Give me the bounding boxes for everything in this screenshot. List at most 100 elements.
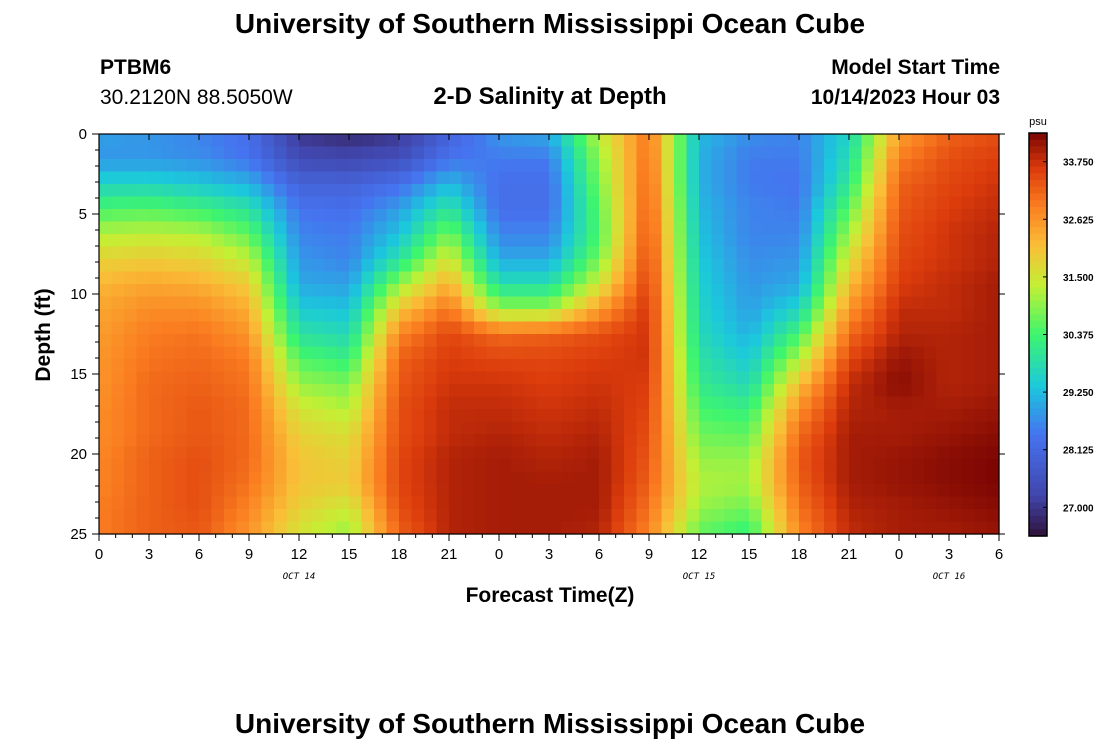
- heatmap-cell: [936, 371, 950, 385]
- heatmap-cell: [174, 509, 188, 523]
- heatmap-cell: [974, 271, 988, 285]
- heatmap-cell: [486, 134, 500, 148]
- colorbar-segment: [1029, 341, 1047, 349]
- colorbar-label: 28.125: [1063, 446, 1094, 457]
- heatmap-cell: [586, 421, 600, 435]
- heatmap-cell: [861, 209, 875, 223]
- heatmap-cell: [361, 271, 375, 285]
- model-start-label: Model Start Time: [831, 56, 1000, 79]
- heatmap-cell: [586, 334, 600, 348]
- heatmap-cell: [724, 484, 738, 498]
- heatmap-cell: [911, 221, 925, 235]
- heatmap-cell: [749, 471, 763, 485]
- heatmap-cell: [586, 146, 600, 160]
- heatmap-cell: [674, 496, 688, 510]
- heatmap-cell: [974, 346, 988, 360]
- heatmap-cell: [474, 409, 488, 423]
- heatmap-cell: [961, 134, 975, 148]
- heatmap-cell: [761, 346, 775, 360]
- heatmap-cell: [99, 346, 113, 360]
- heatmap-cell: [861, 459, 875, 473]
- heatmap-cell: [236, 309, 250, 323]
- heatmap-cell: [986, 271, 1000, 285]
- heatmap-cell: [811, 271, 825, 285]
- heatmap-cell: [861, 396, 875, 410]
- heatmap-cell: [749, 421, 763, 435]
- heatmap-cell: [511, 471, 525, 485]
- heatmap-cell: [799, 209, 813, 223]
- heatmap-cell: [736, 471, 750, 485]
- heatmap-cell: [924, 371, 938, 385]
- heatmap-cell: [486, 521, 500, 535]
- heatmap-cell: [986, 259, 1000, 273]
- heatmap-cell: [711, 346, 725, 360]
- heatmap-cell: [136, 384, 150, 398]
- heatmap-cell: [799, 446, 813, 460]
- heatmap-cell: [211, 196, 225, 210]
- heatmap-cell: [536, 146, 550, 160]
- heatmap-cell: [299, 359, 313, 373]
- heatmap-cell: [511, 421, 525, 435]
- heatmap-cell: [711, 271, 725, 285]
- heatmap-cell: [736, 371, 750, 385]
- heatmap-cell: [636, 459, 650, 473]
- heatmap-cell: [324, 284, 338, 298]
- heatmap-cell: [786, 296, 800, 310]
- heatmap-cell: [724, 446, 738, 460]
- heatmap-cell: [236, 446, 250, 460]
- heatmap-cell: [149, 171, 163, 185]
- heatmap-cell: [99, 334, 113, 348]
- heatmap-cell: [174, 134, 188, 148]
- heatmap-cell: [536, 459, 550, 473]
- heatmap-cell: [686, 234, 700, 248]
- heatmap-cell: [449, 321, 463, 335]
- heatmap-cell: [286, 371, 300, 385]
- heatmap-cell: [824, 184, 838, 198]
- heatmap-cell: [899, 221, 913, 235]
- heatmap-cell: [761, 134, 775, 148]
- heatmap-cell: [749, 246, 763, 260]
- heatmap-cell: [574, 296, 588, 310]
- heatmap-cell: [136, 459, 150, 473]
- heatmap-cell: [611, 146, 625, 160]
- colorbar-segment: [1029, 334, 1047, 342]
- heatmap-cell: [461, 496, 475, 510]
- y-tick-label: 0: [79, 126, 87, 143]
- heatmap-cell: [924, 346, 938, 360]
- heatmap-cell: [961, 396, 975, 410]
- heatmap-cell: [936, 209, 950, 223]
- heatmap-cell: [561, 321, 575, 335]
- heatmap-cell: [749, 321, 763, 335]
- heatmap-cell: [849, 259, 863, 273]
- colorbar-segment: [1029, 502, 1047, 510]
- colorbar-label: 31.500: [1063, 273, 1094, 284]
- heatmap-cell: [949, 434, 963, 448]
- heatmap-cell: [399, 209, 413, 223]
- heatmap-cell: [436, 134, 450, 148]
- heatmap-cell: [474, 459, 488, 473]
- heatmap-cell: [124, 359, 138, 373]
- heatmap-cell: [336, 396, 350, 410]
- heatmap-cell: [124, 259, 138, 273]
- heatmap-cell: [449, 246, 463, 260]
- heatmap-cell: [99, 146, 113, 160]
- heatmap-cell: [474, 521, 488, 535]
- heatmap-cell: [899, 296, 913, 310]
- heatmap-cell: [836, 246, 850, 260]
- heatmap-cell: [436, 234, 450, 248]
- heatmap-cell: [399, 321, 413, 335]
- heatmap-cell: [874, 246, 888, 260]
- heatmap-cell: [624, 221, 638, 235]
- heatmap-cell: [386, 146, 400, 160]
- heatmap-cell: [961, 384, 975, 398]
- heatmap-cell: [136, 259, 150, 273]
- heatmap-cell: [211, 221, 225, 235]
- heatmap-cell: [886, 396, 900, 410]
- heatmap-cell: [186, 459, 200, 473]
- heatmap-cell: [561, 371, 575, 385]
- heatmap-cell: [724, 471, 738, 485]
- heatmap-cell: [549, 209, 563, 223]
- heatmap-cell: [349, 484, 363, 498]
- heatmap-cell: [599, 221, 613, 235]
- heatmap-cell: [574, 221, 588, 235]
